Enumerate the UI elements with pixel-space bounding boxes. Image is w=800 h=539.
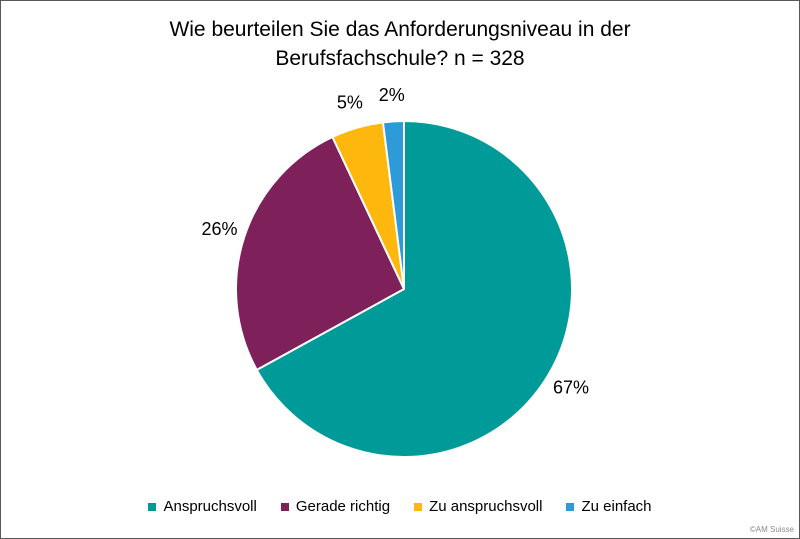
- chart-title-line1: Wie beurteilen Sie das Anforderungsnivea…: [169, 18, 631, 41]
- legend-label: Gerade richtig: [295, 498, 391, 515]
- legend-marker-icon: [148, 502, 157, 511]
- pie-slice-gerade-richtig: [234, 135, 405, 371]
- legend-marker-icon: [280, 502, 289, 511]
- chart-title: Wie beurteilen Sie das Anforderungsnivea…: [1, 15, 799, 73]
- legend-label: Anspruchsvoll: [163, 498, 257, 515]
- legend-label: Zu einfach: [581, 498, 652, 515]
- legend-marker-icon: [414, 502, 423, 511]
- pie-label-gerade-richtig: 26%: [201, 219, 237, 239]
- pie-slice-zu-einfach: [381, 120, 405, 290]
- legend-label: Zu anspruchsvoll: [429, 498, 543, 515]
- legend-item-gerade-richtig: Gerade richtig: [280, 498, 391, 515]
- legend-item-anspruchsvoll: Anspruchsvoll: [148, 498, 257, 515]
- pie-label-zu-anspruchsvoll: 5%: [337, 92, 363, 112]
- legend: Anspruchsvoll Gerade richtig Zu anspruchsv…: [1, 498, 799, 515]
- pie-label-zu-einfach: 2%: [379, 85, 405, 105]
- legend-item-zu-anspruchsvoll: Zu anspruchsvoll: [414, 498, 542, 515]
- legend-marker-icon: [566, 502, 575, 511]
- copyright-text: ©AM Suisse: [749, 525, 794, 534]
- pie-label-anspruchsvoll: 67%: [553, 378, 589, 398]
- chart-title-line2: Berufsfachschule? n = 328: [275, 47, 525, 70]
- pie-slice-anspruchsvoll: [255, 120, 573, 458]
- legend-item-zu-einfach: Zu einfach: [566, 498, 652, 515]
